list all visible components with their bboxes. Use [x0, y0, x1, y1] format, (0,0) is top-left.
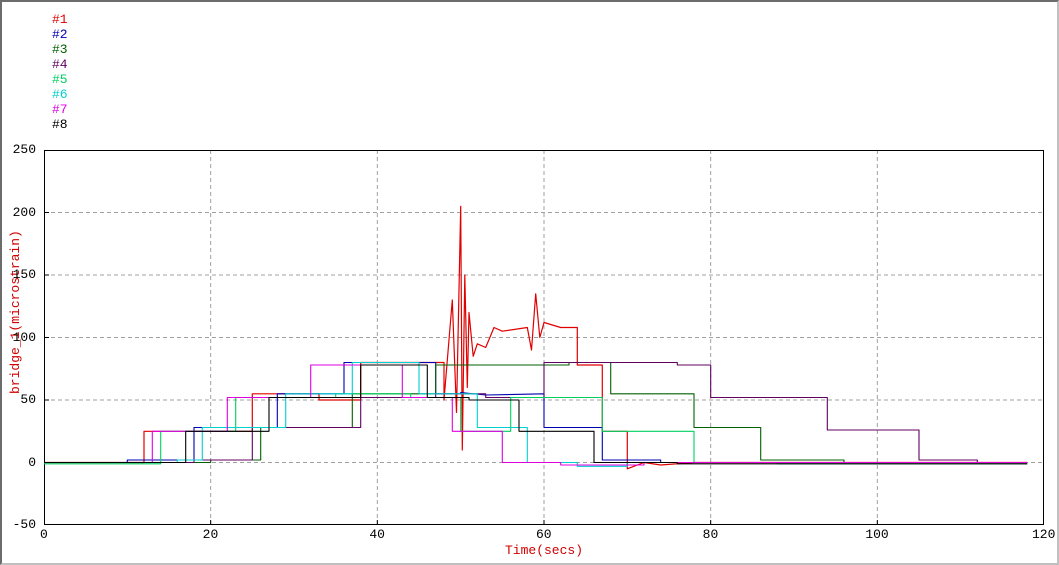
legend-item: #4	[52, 57, 68, 72]
chart-panel: #1#2#3#4#5#6#7#8 bridge_1(microstrain) T…	[0, 0, 1059, 565]
line-chart	[44, 150, 1044, 525]
x-tick-label: 40	[369, 527, 385, 542]
y-tick-label: 100	[13, 330, 36, 345]
x-axis-label: Time(secs)	[505, 543, 583, 558]
series-line	[44, 363, 1027, 463]
x-tick-label: 100	[865, 527, 888, 542]
y-tick-label: 150	[13, 267, 36, 282]
legend-item: #1	[52, 12, 68, 27]
series-line	[44, 363, 1027, 467]
x-tick-label: 80	[703, 527, 719, 542]
x-tick-label: 120	[1032, 527, 1055, 542]
legend-item: #6	[52, 87, 68, 102]
legend-item: #3	[52, 42, 68, 57]
y-axis-label: bridge_1(microstrain)	[8, 230, 23, 394]
legend-item: #5	[52, 72, 68, 87]
legend: #1#2#3#4#5#6#7#8	[52, 12, 68, 132]
x-tick-label: 20	[203, 527, 219, 542]
legend-item: #8	[52, 117, 68, 132]
x-tick-label: 60	[536, 527, 552, 542]
y-tick-label: -50	[13, 517, 36, 532]
legend-item: #7	[52, 102, 68, 117]
series-line	[44, 365, 1027, 464]
y-tick-label: 0	[28, 455, 36, 470]
series-line	[44, 365, 1027, 465]
y-tick-label: 200	[13, 205, 36, 220]
x-tick-label: 0	[40, 527, 48, 542]
series-line	[44, 363, 1027, 463]
y-tick-label: 50	[20, 392, 36, 407]
legend-item: #2	[52, 27, 68, 42]
series-line	[44, 363, 1027, 463]
plot-area	[44, 150, 1044, 525]
series-line	[44, 394, 1027, 464]
y-tick-label: 250	[13, 142, 36, 157]
